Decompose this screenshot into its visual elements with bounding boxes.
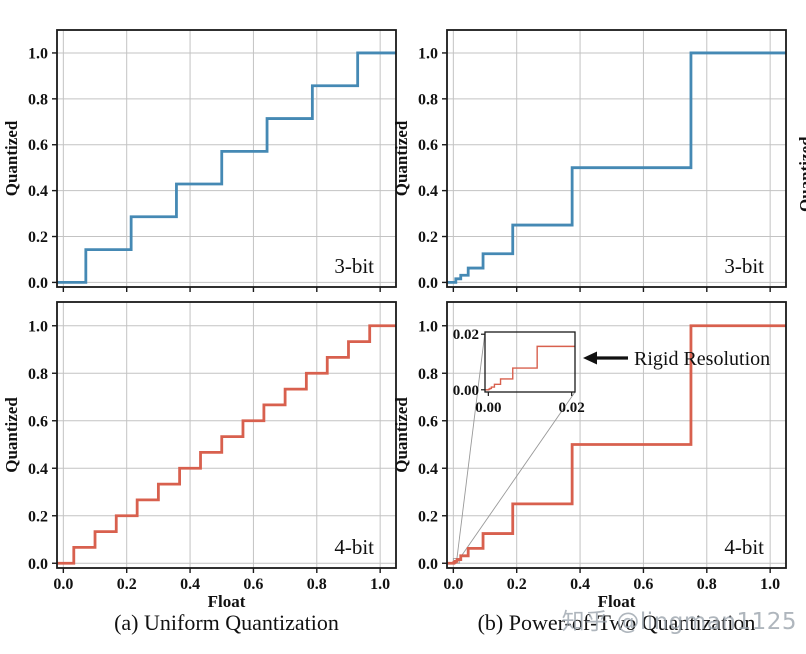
grid-lines [447, 302, 786, 568]
y-tick-label: 0.6 [418, 413, 438, 430]
x-tick-label: 0.4 [570, 576, 590, 593]
bit-depth-label: 3-bit [724, 254, 764, 278]
x-tick-label: 0.8 [697, 576, 717, 593]
x-tick-label: 0.4 [180, 576, 200, 593]
clipped-ylabel-right-edge: Quantized [796, 136, 806, 212]
inset-y-tick-label: 0.00 [453, 383, 479, 399]
x-tick-label: 0.6 [633, 576, 653, 593]
y-tick-label: 0.8 [418, 91, 438, 108]
x-axis-label: Float [208, 592, 246, 611]
x-tick-label: 1.0 [370, 576, 390, 593]
panel-uniform-4bit: 0.0 0.2 0.4 0.6 0.8 1.0 0.0 0.2 0.4 0.6 0.8 1.0 Quan… [2, 301, 397, 611]
bit-depth-label: 4-bit [334, 535, 374, 559]
step-curve-pot-4bit [447, 324, 786, 565]
axes-frame [446, 301, 787, 569]
y-axis-label: Quantized [2, 397, 21, 473]
inset-axes: 0.00 0.02 0.00 0.02 [453, 327, 585, 416]
step-curve-pot-3bit [447, 51, 786, 284]
y-tick-label: 1.0 [28, 318, 48, 335]
y-axis-label: Quantized [2, 120, 21, 196]
panel-uniform-3bit: 0.0 0.2 0.4 0.6 0.8 1.0 Quantized 3-bit [2, 29, 397, 292]
y-tick-label: 0.2 [28, 508, 48, 525]
y-tick-label: 0.6 [28, 137, 48, 154]
y-tick-label: 0.8 [28, 91, 48, 108]
y-tick-label: 0.8 [28, 366, 48, 383]
y-tick-label: 0.0 [28, 275, 48, 292]
y-tick-label: 1.0 [418, 45, 438, 62]
y-tick-label: 0.4 [28, 183, 48, 200]
arrow-head-icon [583, 351, 597, 365]
y-tick-label: 0.2 [418, 229, 438, 246]
y-tick-label: 0.6 [418, 137, 438, 154]
inset-x-tick-label: 0.02 [559, 400, 585, 416]
axes-frame [56, 29, 397, 288]
x-tick-label: 0.2 [507, 576, 527, 593]
caption-power-of-two-quantization: (b) Power-of-Two Quantization [477, 610, 756, 635]
y-tick-label: 1.0 [418, 318, 438, 335]
inset-y-tick-label: 0.02 [453, 327, 479, 343]
inset-frame [484, 331, 576, 393]
y-tick-label: 1.0 [28, 45, 48, 62]
panel-pot-4bit: 0.0 0.2 0.4 0.6 0.8 1.0 0.0 0.2 0.4 0.6 0.8 1.0 Quan… [392, 301, 787, 611]
x-tick-label: 0.6 [243, 576, 263, 593]
y-tick-label: 0.2 [418, 508, 438, 525]
y-tick-label: 0.8 [418, 366, 438, 383]
y-tick-label: 0.6 [28, 413, 48, 430]
y-tick-label: 0.0 [28, 556, 48, 573]
y-tick-label: 0.4 [418, 461, 438, 478]
rigid-resolution-annotation: Rigid Resolution [583, 348, 770, 370]
rigid-resolution-label: Rigid Resolution [634, 348, 770, 370]
y-tick-label: 0.2 [28, 229, 48, 246]
x-tick-label: 1.0 [760, 576, 780, 593]
step-curve-uniform-4bit [57, 324, 396, 565]
grid-lines [57, 302, 396, 568]
bit-depth-label: 4-bit [724, 535, 764, 559]
x-tick-label: 0.0 [443, 576, 463, 593]
axes-frame [446, 29, 787, 288]
grid-lines [57, 30, 396, 287]
x-tick-label: 0.0 [53, 576, 73, 593]
y-axis-label: Quantized [392, 397, 411, 473]
watermark-text: 知乎 @lingman1125 [561, 609, 797, 635]
y-axis-label: Quantized [392, 120, 411, 196]
x-tick-label: 0.8 [307, 576, 327, 593]
caption-uniform-quantization: (a) Uniform Quantization [114, 610, 339, 635]
axes-frame [56, 301, 397, 569]
x-axis-label: Float [598, 592, 636, 611]
y-tick-label: 0.4 [418, 183, 438, 200]
y-tick-label: 0.0 [418, 556, 438, 573]
step-curve-uniform-3bit [57, 51, 396, 284]
y-tick-label: 0.0 [418, 275, 438, 292]
bit-depth-label: 3-bit [334, 254, 374, 278]
grid-lines [447, 30, 786, 287]
y-tick-label: 0.4 [28, 461, 48, 478]
x-tick-label: 0.2 [117, 576, 137, 593]
inset-x-tick-label: 0.00 [475, 400, 501, 416]
inset-step-curve [485, 345, 575, 391]
panel-pot-3bit: 0.0 0.2 0.4 0.6 0.8 1.0 Quantized 3-bit [392, 29, 787, 292]
inset-zoom-connectors [452, 331, 576, 564]
